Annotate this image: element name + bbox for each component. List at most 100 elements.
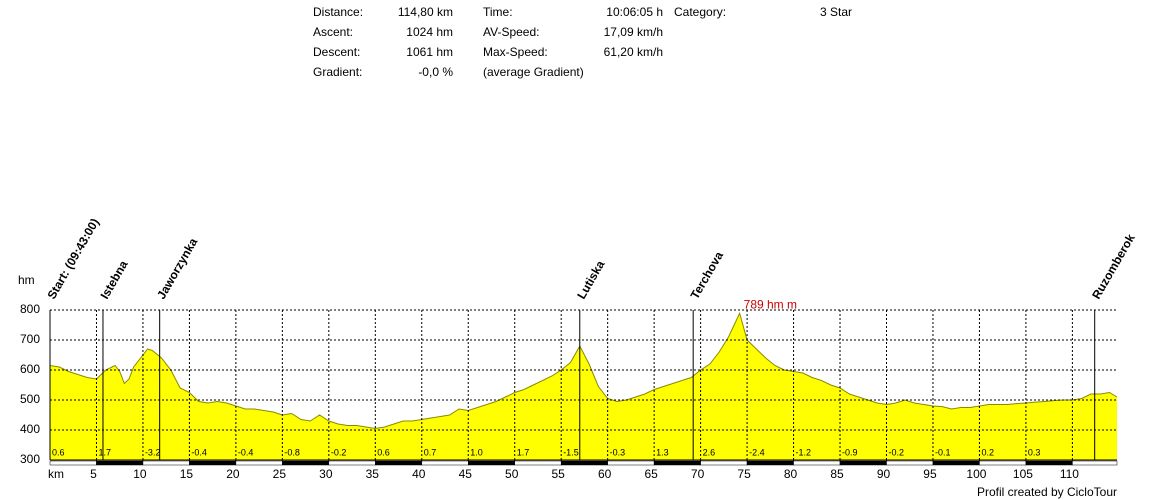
scale-bar bbox=[328, 460, 376, 466]
gradient-label: 0.7 bbox=[424, 447, 437, 457]
gradient-label: 1.0 bbox=[470, 447, 483, 457]
stat-value: 10:06:05 h bbox=[606, 5, 663, 19]
x-tick-label: 85 bbox=[830, 467, 844, 481]
x-tick-label: 45 bbox=[459, 467, 473, 481]
x-tick-label: 90 bbox=[877, 467, 891, 481]
gradient-label: 0.6 bbox=[52, 447, 65, 457]
gradient-label: -0.9 bbox=[842, 447, 858, 457]
waypoint-label: Ruzomberok bbox=[1089, 231, 1138, 301]
x-tick-label: 20 bbox=[226, 467, 240, 481]
scale-bar bbox=[839, 460, 887, 466]
scale-bar bbox=[793, 460, 841, 466]
gradient-label: 0.3 bbox=[1028, 447, 1041, 457]
scale-bar bbox=[375, 460, 423, 466]
y-tick-label: 700 bbox=[20, 332, 40, 346]
y-axis-label: hm bbox=[18, 273, 35, 287]
peak-annotation: 789 hm m bbox=[744, 297, 797, 311]
scale-bar bbox=[514, 460, 562, 466]
stat-label: Category: bbox=[674, 5, 726, 19]
x-tick-label: 55 bbox=[552, 467, 566, 481]
waypoint-label: Jaworzynka bbox=[154, 235, 200, 301]
x-tick-label: 65 bbox=[644, 467, 658, 481]
gradient-label: -1.5 bbox=[563, 447, 579, 457]
scale-bar bbox=[746, 460, 794, 466]
stat-value: 17,09 km/h bbox=[604, 25, 663, 39]
gradient-label: -0.8 bbox=[284, 447, 300, 457]
scale-bar bbox=[421, 460, 469, 466]
y-tick-label: 400 bbox=[20, 422, 40, 436]
y-tick-label: 600 bbox=[20, 362, 40, 376]
gradient-label: 1.3 bbox=[656, 447, 669, 457]
gradient-label: 0.2 bbox=[981, 447, 994, 457]
gradient-label: -0.2 bbox=[331, 447, 347, 457]
scale-bar bbox=[282, 460, 330, 466]
stat-value: 1024 hm bbox=[406, 25, 453, 39]
x-tick-label: 10 bbox=[133, 467, 147, 481]
stat-label: Distance: bbox=[313, 5, 363, 19]
scale-bar bbox=[1025, 460, 1073, 466]
profile-line bbox=[49, 311, 1118, 430]
stat-label: (average Gradient) bbox=[483, 65, 584, 79]
x-tick-label: 80 bbox=[784, 467, 798, 481]
stat-value: 114,80 km bbox=[398, 5, 453, 19]
y-tick-label: 800 bbox=[20, 302, 40, 316]
scale-bar bbox=[607, 460, 655, 466]
stat-value: 61,20 km/h bbox=[604, 45, 663, 59]
stat-label: Ascent: bbox=[313, 25, 353, 39]
x-tick-label: 25 bbox=[273, 467, 287, 481]
x-tick-label: 60 bbox=[598, 467, 612, 481]
scale-bar bbox=[560, 460, 608, 466]
x-tick-label: 30 bbox=[319, 467, 333, 481]
stat-label: Max-Speed: bbox=[483, 45, 548, 59]
stat-value: -0,0 % bbox=[418, 65, 453, 79]
gradient-label: -0.4 bbox=[238, 447, 254, 457]
scale-bar bbox=[49, 460, 97, 466]
stat-label: Time: bbox=[483, 5, 513, 19]
scale-bar bbox=[700, 460, 748, 466]
x-tick-label: 50 bbox=[505, 467, 519, 481]
y-tick-label: 300 bbox=[20, 452, 40, 466]
x-tick-label: 75 bbox=[737, 467, 751, 481]
gradient-label: -0.2 bbox=[888, 447, 904, 457]
x-tick-label: 100 bbox=[966, 467, 986, 481]
stat-value: 3 Star bbox=[820, 5, 852, 19]
scale-bar bbox=[886, 460, 934, 466]
x-tick-label: 70 bbox=[691, 467, 705, 481]
x-tick-label: 95 bbox=[923, 467, 937, 481]
scale-bar bbox=[932, 460, 980, 466]
y-tick-label: 500 bbox=[20, 392, 40, 406]
gradient-label: 1.7 bbox=[98, 447, 111, 457]
gradient-label: -2.4 bbox=[749, 447, 765, 457]
x-tick-label: 110 bbox=[1060, 467, 1079, 481]
gradient-label: 1.7 bbox=[517, 447, 530, 457]
gradient-label: -3.2 bbox=[145, 447, 161, 457]
stat-label: AV-Speed: bbox=[483, 25, 539, 39]
stat-value: 1061 hm bbox=[406, 45, 453, 59]
scale-bar bbox=[189, 460, 237, 466]
gradient-label: -1.2 bbox=[796, 447, 812, 457]
scale-bar bbox=[235, 460, 283, 466]
x-axis-label: km bbox=[48, 467, 64, 481]
x-tick-label: 40 bbox=[412, 467, 426, 481]
gradient-label: 0.6 bbox=[377, 447, 390, 457]
gradient-label: -0.3 bbox=[610, 447, 626, 457]
x-tick-label: 35 bbox=[366, 467, 380, 481]
x-tick-label: 5 bbox=[90, 467, 97, 481]
footer: Profil created by CicloTour bbox=[977, 485, 1117, 499]
scale-bar bbox=[653, 460, 701, 466]
x-tick-label: 105 bbox=[1013, 467, 1033, 481]
gradient-label: 2.6 bbox=[703, 447, 716, 457]
waypoint-label: Start: (09:43:00) bbox=[44, 216, 101, 302]
waypoint-label: Istebna bbox=[97, 258, 130, 302]
scale-bar bbox=[467, 460, 515, 466]
scale-bar bbox=[96, 460, 144, 466]
scale-bar bbox=[1072, 460, 1118, 466]
scale-bar bbox=[979, 460, 1027, 466]
gradient-label: -0.1 bbox=[935, 447, 951, 457]
x-tick-label: 15 bbox=[180, 467, 194, 481]
waypoint-label: Lutiska bbox=[574, 258, 607, 302]
area-fill bbox=[50, 313, 1117, 460]
stat-label: Descent: bbox=[313, 45, 360, 59]
